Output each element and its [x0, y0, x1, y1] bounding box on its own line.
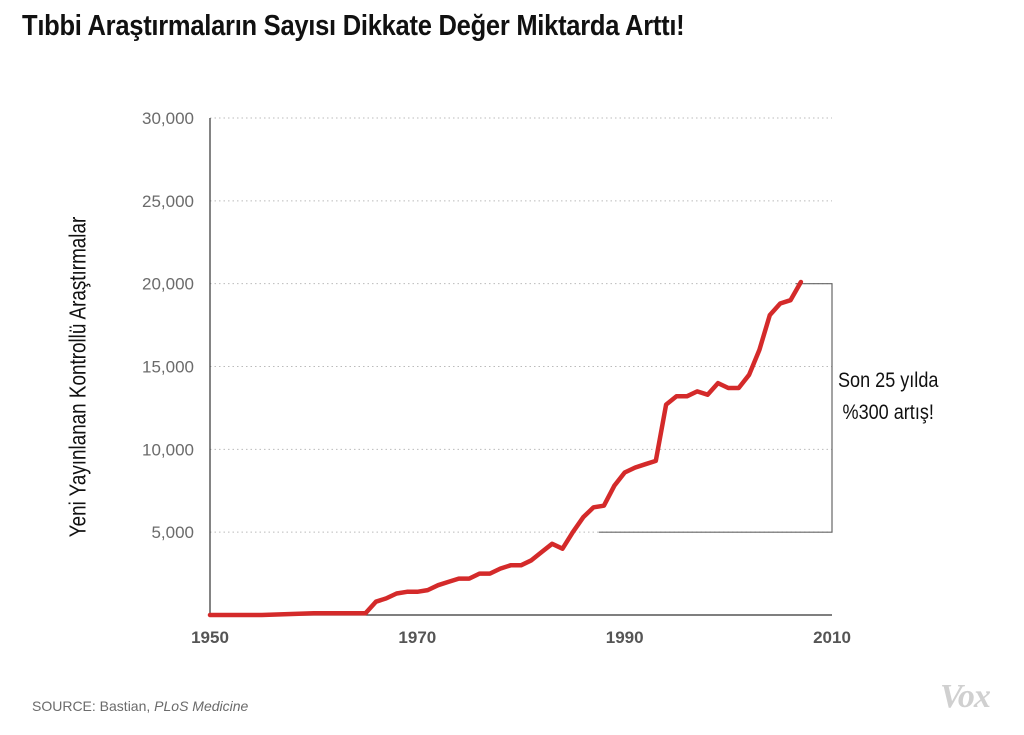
annotation-bracket: [598, 283, 833, 533]
y-tick-label: 10,000: [142, 440, 194, 459]
series-line: [207, 279, 804, 618]
x-tick-label: 2010: [813, 628, 851, 647]
source-publication: PLoS Medicine: [154, 698, 249, 714]
y-tick-label: 25,000: [142, 192, 194, 211]
growth-annotation: Son 25 yılda %300 artış!: [838, 365, 938, 429]
y-tick-label: 20,000: [142, 275, 194, 294]
annotation-line-2: %300 artış!: [842, 401, 934, 424]
y-tick-label: 5,000: [151, 523, 194, 542]
annotation-line-1: Son 25 yılda: [838, 369, 939, 392]
x-tick-label: 1990: [606, 628, 644, 647]
chart-title: Tıbbi Araştırmaların Sayısı Dikkate Değe…: [22, 10, 685, 42]
x-tick-label: 1950: [191, 628, 229, 647]
y-tick-label: 30,000: [142, 109, 194, 128]
source-prefix: SOURCE: Bastian,: [32, 698, 155, 714]
vox-logo: Vox: [940, 678, 991, 715]
y-tick-label: 15,000: [142, 358, 194, 377]
x-tick-label: 1970: [398, 628, 436, 647]
source-note: SOURCE: Bastian, PLoS Medicine: [32, 698, 248, 714]
